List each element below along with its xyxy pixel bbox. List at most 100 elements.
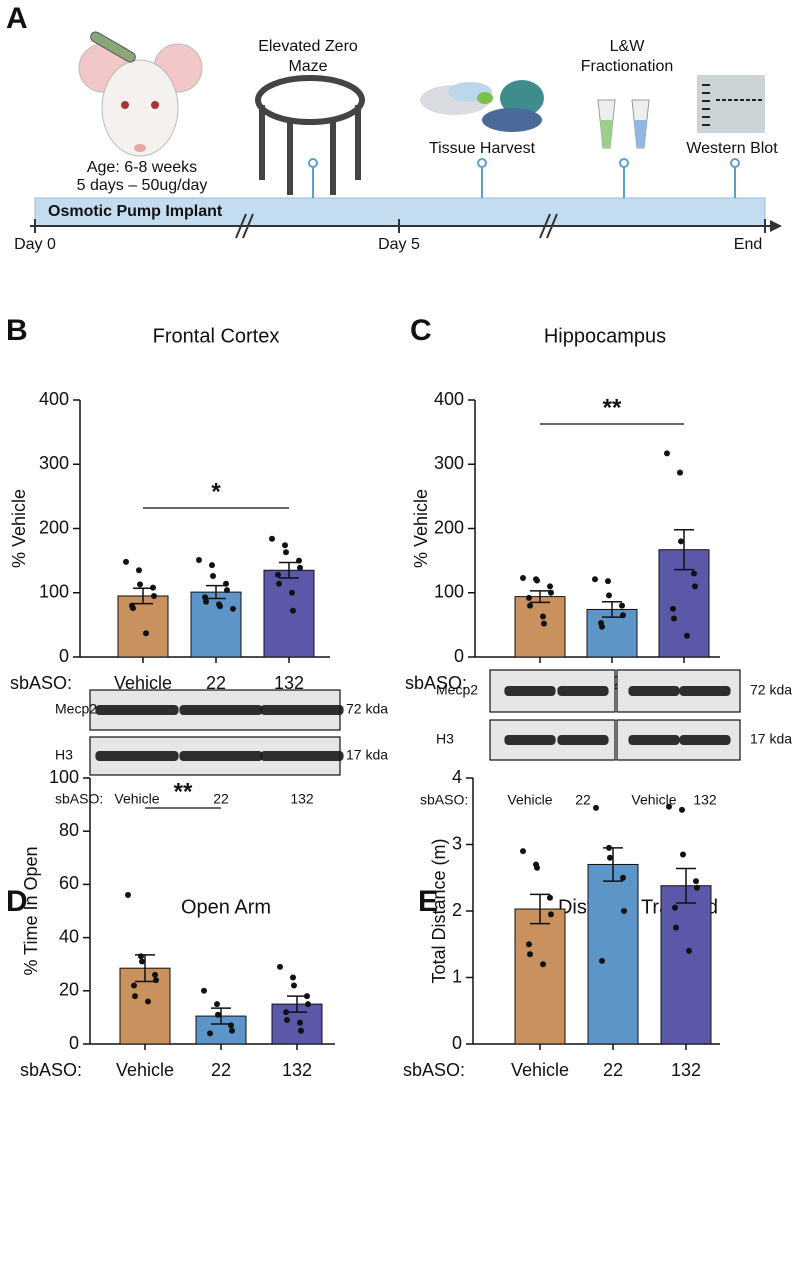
data-point: [534, 577, 540, 584]
data-point: [150, 584, 156, 591]
y-tick-label: 2: [452, 900, 462, 920]
y-tick-label: 0: [454, 646, 464, 666]
x-axis-label: sbASO:: [405, 673, 467, 693]
data-point: [548, 589, 554, 596]
timeline-text: L&W: [610, 38, 646, 55]
y-tick-label: 300: [39, 453, 69, 473]
x-tick-label: Vehicle: [511, 1060, 569, 1080]
data-point: [684, 632, 690, 639]
x-tick-label: Vehicle: [114, 673, 172, 693]
blot-lane: Vehicle: [114, 791, 159, 807]
data-point: [678, 538, 684, 545]
data-point: [209, 562, 215, 569]
data-point: [541, 620, 547, 627]
x-tick-label: 132: [282, 1060, 312, 1080]
y-tick-label: 0: [59, 646, 69, 666]
data-point: [201, 987, 207, 994]
data-point: [599, 623, 605, 630]
y-axis-label: % Vehicle: [9, 489, 29, 568]
data-point: [131, 982, 137, 989]
blot-band: [260, 705, 344, 715]
data-point: [152, 971, 158, 978]
data-point: [130, 605, 136, 612]
timeline-text: End: [734, 236, 762, 253]
data-point: [143, 630, 149, 637]
data-point: [671, 615, 677, 622]
bar: [117, 595, 169, 658]
timeline-text: Day 0: [14, 236, 56, 253]
data-point: [664, 450, 670, 457]
data-point: [151, 592, 157, 599]
timeline-art: [30, 31, 782, 239]
data-point: [621, 908, 627, 914]
data-point: [677, 469, 683, 476]
data-point: [298, 1027, 304, 1034]
data-point: [196, 556, 202, 563]
blot-protein: H3: [436, 731, 454, 747]
data-point: [230, 605, 236, 612]
data-point: [691, 570, 697, 577]
error-bar: [211, 1007, 231, 1025]
chart-title: Open Arm: [181, 896, 271, 918]
bar: [660, 885, 712, 1045]
significance-label: **: [174, 778, 193, 805]
blot-size: 72 kda: [346, 701, 388, 717]
data-point: [137, 581, 143, 588]
data-point: [540, 613, 546, 620]
chart-title: Frontal Cortex: [153, 325, 280, 347]
blot-band: [557, 686, 609, 696]
y-tick-label: 200: [39, 517, 69, 537]
blot-band: [628, 686, 680, 696]
data-point: [527, 951, 533, 958]
blot-lane: 132: [290, 791, 314, 807]
x-axis-label: sbASO:: [403, 1060, 465, 1080]
x-tick-label: 132: [274, 673, 304, 693]
x-tick-label: Vehicle: [116, 1060, 174, 1080]
timeline-text: Day 5: [378, 236, 420, 253]
data-point: [694, 884, 700, 891]
data-point: [592, 576, 598, 583]
error-bar: [530, 590, 550, 604]
x-tick-label: 22: [211, 1060, 231, 1080]
data-point: [540, 961, 546, 968]
x-tick-label: 132: [671, 1060, 701, 1080]
timeline-text: Western Blot: [686, 140, 778, 157]
panel-label: D: [6, 885, 28, 918]
data-point: [153, 977, 159, 984]
data-point: [214, 1001, 220, 1008]
y-tick-label: 200: [434, 517, 464, 537]
data-point: [229, 1027, 235, 1034]
data-point: [290, 974, 296, 981]
panel-label: C: [410, 314, 432, 347]
data-point: [297, 564, 303, 571]
data-point: [283, 1009, 289, 1016]
data-point: [304, 993, 310, 1000]
data-point: [145, 998, 151, 1005]
data-point: [207, 1030, 213, 1037]
data-point: [228, 1022, 234, 1029]
data-point: [693, 878, 699, 885]
y-tick-label: 300: [434, 453, 464, 473]
blot-band: [679, 686, 731, 696]
blot-band: [179, 751, 263, 761]
data-point: [289, 589, 295, 596]
y-tick-label: 100: [49, 767, 79, 787]
timeline-text: 5 days – 50ug/day: [77, 177, 208, 194]
error-bar: [287, 995, 307, 1013]
blot-band: [95, 705, 179, 715]
data-point: [290, 607, 296, 614]
y-axis-label: Total Distance (m): [429, 838, 449, 983]
data-point: [620, 612, 626, 619]
y-axis-label: % Vehicle: [411, 489, 431, 568]
panel-label: A: [6, 2, 28, 35]
error-bar: [676, 867, 696, 904]
data-point: [605, 578, 611, 585]
data-point: [202, 594, 208, 601]
error-bar: [133, 587, 153, 605]
data-point: [593, 804, 599, 811]
data-point: [136, 567, 142, 574]
blot-band: [95, 751, 179, 761]
y-tick-label: 400: [434, 389, 464, 409]
blot-lane: 132: [693, 792, 717, 808]
